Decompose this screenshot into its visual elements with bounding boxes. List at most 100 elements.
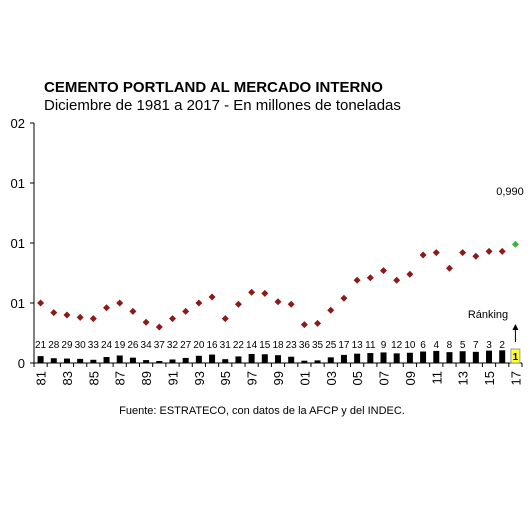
data-point xyxy=(63,311,71,319)
ranking-value-label: 14 xyxy=(246,340,258,351)
y-tick-label: 01 xyxy=(11,296,25,311)
data-point xyxy=(182,307,190,315)
data-point xyxy=(129,307,137,315)
ranking-value-label: 27 xyxy=(180,340,192,351)
data-point xyxy=(168,315,176,323)
ranking-value-label: 35 xyxy=(312,340,324,351)
ranking-bar xyxy=(90,359,97,363)
ranking-value-label: 21 xyxy=(35,340,47,351)
ranking-bar xyxy=(169,359,176,363)
ranking-bar xyxy=(446,352,453,363)
data-point xyxy=(353,276,361,284)
x-tick-label: 99 xyxy=(271,371,286,385)
x-tick-label: 97 xyxy=(245,371,260,385)
ranking-value-label: 30 xyxy=(75,340,87,351)
ranking-bar xyxy=(380,352,387,363)
ranking-bar xyxy=(486,350,493,363)
x-tick-label: 81 xyxy=(34,371,49,385)
x-tick-label: 91 xyxy=(165,371,180,385)
ranking-value-label: 6 xyxy=(420,340,426,351)
y-tick-label: 0 xyxy=(18,356,25,371)
ranking-value-label: 8 xyxy=(447,340,453,351)
data-point xyxy=(248,288,256,296)
x-tick-label: 07 xyxy=(377,371,392,385)
ranking-value-label: 32 xyxy=(167,340,179,351)
ranking-bar xyxy=(209,354,216,363)
data-point xyxy=(234,300,242,308)
ranking-label: Ránking xyxy=(468,309,508,321)
chart-axes xyxy=(30,122,523,367)
ranking-bars xyxy=(37,348,521,364)
ranking-value-label: 11 xyxy=(365,340,376,351)
ranking-bar xyxy=(433,350,440,363)
source-note: Fuente: ESTRATECO, con datos de la AFCP … xyxy=(119,405,405,417)
data-point xyxy=(459,249,467,257)
ranking-value-label: 3 xyxy=(486,340,492,351)
data-point xyxy=(406,270,414,278)
ranking-labels: 21 28 29 30 33 24 19 26 34 37 32 27 20 16 31 22 14 15 18 23… xyxy=(35,340,519,363)
ranking-bar xyxy=(420,351,427,363)
ranking-value-label: 2 xyxy=(499,340,505,351)
y-tick-labels: 0 01 01 01 02 xyxy=(11,116,25,371)
ranking-bar xyxy=(327,357,334,363)
ranking-bar xyxy=(129,357,136,363)
ranking-bar xyxy=(156,361,163,363)
x-tick-label: 87 xyxy=(113,371,128,385)
highlight-value-label: 0,990 xyxy=(496,186,524,198)
ranking-value-label: 37 xyxy=(154,340,166,351)
x-tick-label: 95 xyxy=(218,371,233,385)
data-point xyxy=(50,309,58,317)
data-point xyxy=(103,304,111,312)
ranking-bar xyxy=(235,356,242,363)
data-point xyxy=(221,315,229,323)
ranking-bar xyxy=(182,357,189,363)
data-point xyxy=(208,293,216,301)
ranking-bar xyxy=(143,360,150,363)
data-point xyxy=(37,299,45,307)
data-point xyxy=(327,306,335,314)
data-point xyxy=(261,289,269,297)
chart-title: CEMENTO PORTLAND AL MERCADO INTERNO xyxy=(44,79,383,96)
data-point xyxy=(445,264,453,272)
data-point xyxy=(314,319,322,327)
ranking-bar xyxy=(499,350,506,363)
x-tick-label: 01 xyxy=(297,371,312,385)
data-point xyxy=(155,323,163,331)
ranking-bar xyxy=(261,354,268,363)
y-tick-label: 01 xyxy=(11,176,25,191)
x-tick-label: 93 xyxy=(192,371,207,385)
data-point xyxy=(195,299,203,307)
ranking-value-label: 36 xyxy=(299,340,311,351)
ranking-value-label: 33 xyxy=(88,340,100,351)
ranking-bar xyxy=(314,360,321,363)
x-tick-label: 11 xyxy=(429,371,444,385)
ranking-value-label: 20 xyxy=(193,340,205,351)
ranking-bar xyxy=(63,358,70,363)
ranking-bar xyxy=(340,354,347,363)
ranking-bar xyxy=(472,351,479,363)
ranking-bar xyxy=(510,348,521,364)
data-point xyxy=(300,321,308,329)
ranking-bar xyxy=(367,353,374,363)
ranking-bar xyxy=(50,358,57,363)
data-point xyxy=(340,294,348,302)
ranking-value-label: 18 xyxy=(272,340,284,351)
data-point xyxy=(511,240,519,248)
ranking-value-label: 4 xyxy=(433,340,439,351)
data-point xyxy=(76,313,84,321)
ranking-value-label: 29 xyxy=(61,340,73,351)
ranking-bar xyxy=(248,353,255,363)
ranking-bar xyxy=(406,352,413,363)
ranking-value-label: 13 xyxy=(352,340,364,351)
ranking-value-label: 23 xyxy=(286,340,298,351)
data-point xyxy=(432,249,440,257)
y-tick-label: 02 xyxy=(11,116,25,131)
ranking-bar xyxy=(37,356,44,363)
ranking-value-label: 25 xyxy=(325,340,337,351)
ranking-bar xyxy=(103,357,110,363)
ranking-value-label: 24 xyxy=(101,340,113,351)
data-point xyxy=(366,274,374,282)
x-tick-label: 83 xyxy=(60,371,75,385)
ranking-bar xyxy=(116,355,123,363)
